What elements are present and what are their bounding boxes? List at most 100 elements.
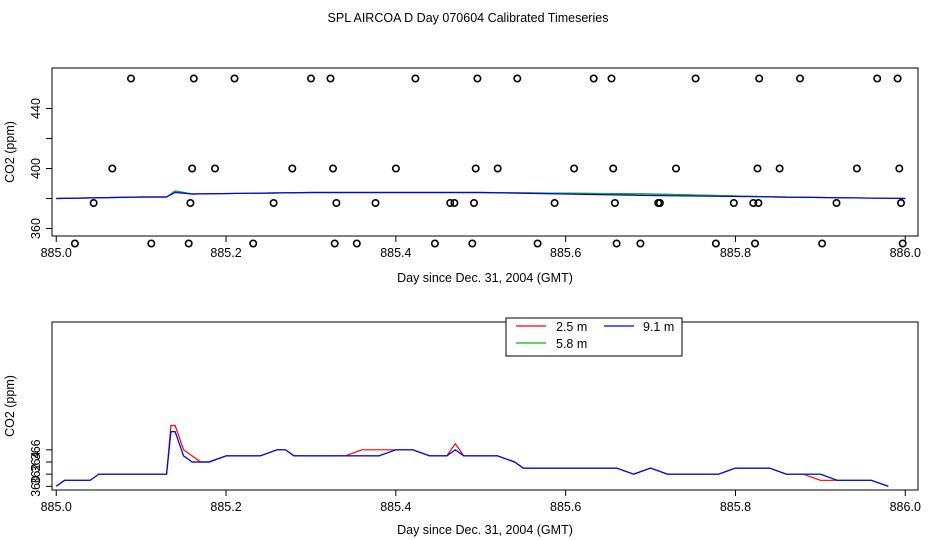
x-tick-label: 885.8 [720, 246, 751, 260]
calibration-point [108, 164, 117, 173]
x-tick-label: 885.6 [550, 246, 581, 260]
calibration-point [873, 74, 882, 83]
calibration-point [468, 239, 477, 248]
calibration-point [89, 199, 98, 208]
panel-bottom-series [55, 424, 889, 487]
calibration-point [469, 199, 478, 208]
calibration-point [471, 164, 480, 173]
panel-top-y-axis: 360 400 440 [29, 98, 52, 239]
calibration-point [691, 74, 700, 83]
panel-top-x-axis: 885.0 885.2 885.4 885.6 885.8 886.0 [41, 235, 921, 260]
series-line-9-1-m [56, 191, 906, 200]
panel-top-series [56, 190, 906, 200]
calibration-point [230, 74, 239, 83]
calibration-point [852, 164, 861, 173]
x-tick-label: 886.0 [890, 500, 921, 514]
chart-title: SPL AIRCOA D Day 070604 Calibrated Times… [328, 11, 609, 25]
calibration-point [818, 239, 827, 248]
calibration-point [330, 239, 339, 248]
calibration-point [332, 199, 341, 208]
y-tick-label: 360 [29, 476, 43, 497]
calibration-point [450, 199, 459, 208]
calibration-point [896, 199, 905, 208]
calibration-point [754, 199, 763, 208]
panel-bottom-xlabel: Day since Dec. 31, 2004 (GMT) [397, 523, 573, 537]
calibration-point [570, 164, 579, 173]
calibration-point [729, 199, 738, 208]
calibration-point [589, 74, 598, 83]
calibration-point [269, 199, 278, 208]
calibration-points [70, 74, 907, 248]
x-tick-label: 885.6 [550, 500, 581, 514]
calibration-point [211, 164, 220, 173]
y-tick-label: 440 [29, 98, 43, 119]
calibration-point [186, 199, 195, 208]
calibration-point [249, 239, 258, 248]
panel-top-ylabel: CO2 (ppm) [3, 121, 17, 183]
calibration-point [306, 74, 315, 83]
calibration-point [411, 74, 420, 83]
x-tick-label: 885.0 [41, 246, 72, 260]
calibration-point [473, 74, 482, 83]
calibration-point [895, 164, 904, 173]
calibration-point [127, 74, 136, 83]
calibration-point [755, 74, 764, 83]
x-tick-label: 885.8 [720, 500, 751, 514]
x-tick-label: 885.2 [210, 500, 241, 514]
x-tick-label: 886.0 [890, 246, 921, 260]
legend-label-9-1m: 9.1 m [643, 320, 674, 334]
calibration-point [371, 199, 380, 208]
calibration-point [550, 199, 559, 208]
calibration-point [493, 164, 502, 173]
calibration-point [655, 199, 664, 208]
y-tick-label: 364 [29, 452, 43, 473]
calibration-point [288, 164, 297, 173]
calibration-point [184, 239, 193, 248]
legend-label-5-8m: 5.8 m [556, 337, 587, 351]
calibration-point [893, 74, 902, 83]
calibration-point [753, 164, 762, 173]
calibration-point [446, 199, 455, 208]
panel-top: 360 400 440 885.0 885.2 885.4 885.6 885.8 886.0… [3, 67, 921, 285]
calibration-point [711, 239, 720, 248]
y-tick-label: 366 [29, 439, 43, 460]
calibration-point [391, 164, 400, 173]
calibration-point [430, 239, 439, 248]
x-tick-label: 885.4 [380, 246, 411, 260]
legend-label-2-5m: 2.5 m [556, 320, 587, 334]
calibration-point [610, 199, 619, 208]
calibration-point [749, 199, 758, 208]
calibration-point [671, 164, 680, 173]
calibration-point [513, 74, 522, 83]
calibration-point [832, 199, 841, 208]
calibration-point [147, 239, 156, 248]
panel-bottom-x-axis: 885.0 885.2 885.4 885.6 885.8 886.0 [41, 489, 921, 514]
calibration-point [352, 239, 361, 248]
series-line-9-1-m [55, 431, 889, 487]
calibration-point [898, 239, 907, 248]
series-line-5-8-m [55, 431, 889, 487]
calibration-point [188, 164, 197, 173]
calibration-point [189, 74, 198, 83]
panel-bottom-frame [51, 321, 919, 491]
x-tick-label: 885.2 [210, 246, 241, 260]
calibration-point [70, 239, 79, 248]
calibration-point [612, 239, 621, 248]
x-tick-label: 885.4 [380, 500, 411, 514]
x-tick-label: 885.0 [41, 500, 72, 514]
calibration-point [326, 74, 335, 83]
calibration-point [636, 239, 645, 248]
panel-top-xlabel: Day since Dec. 31, 2004 (GMT) [397, 271, 573, 285]
calibration-point [328, 164, 337, 173]
legend: 2.5 m 9.1 m 5.8 m [505, 317, 683, 357]
calibration-point [607, 74, 616, 83]
panel-bottom-ylabel: CO2 (ppm) [3, 375, 17, 437]
calibration-point [775, 164, 784, 173]
calibration-point [750, 239, 759, 248]
y-tick-label: 360 [29, 218, 43, 239]
panel-top-frame [51, 67, 919, 237]
y-tick-label: 400 [29, 158, 43, 179]
